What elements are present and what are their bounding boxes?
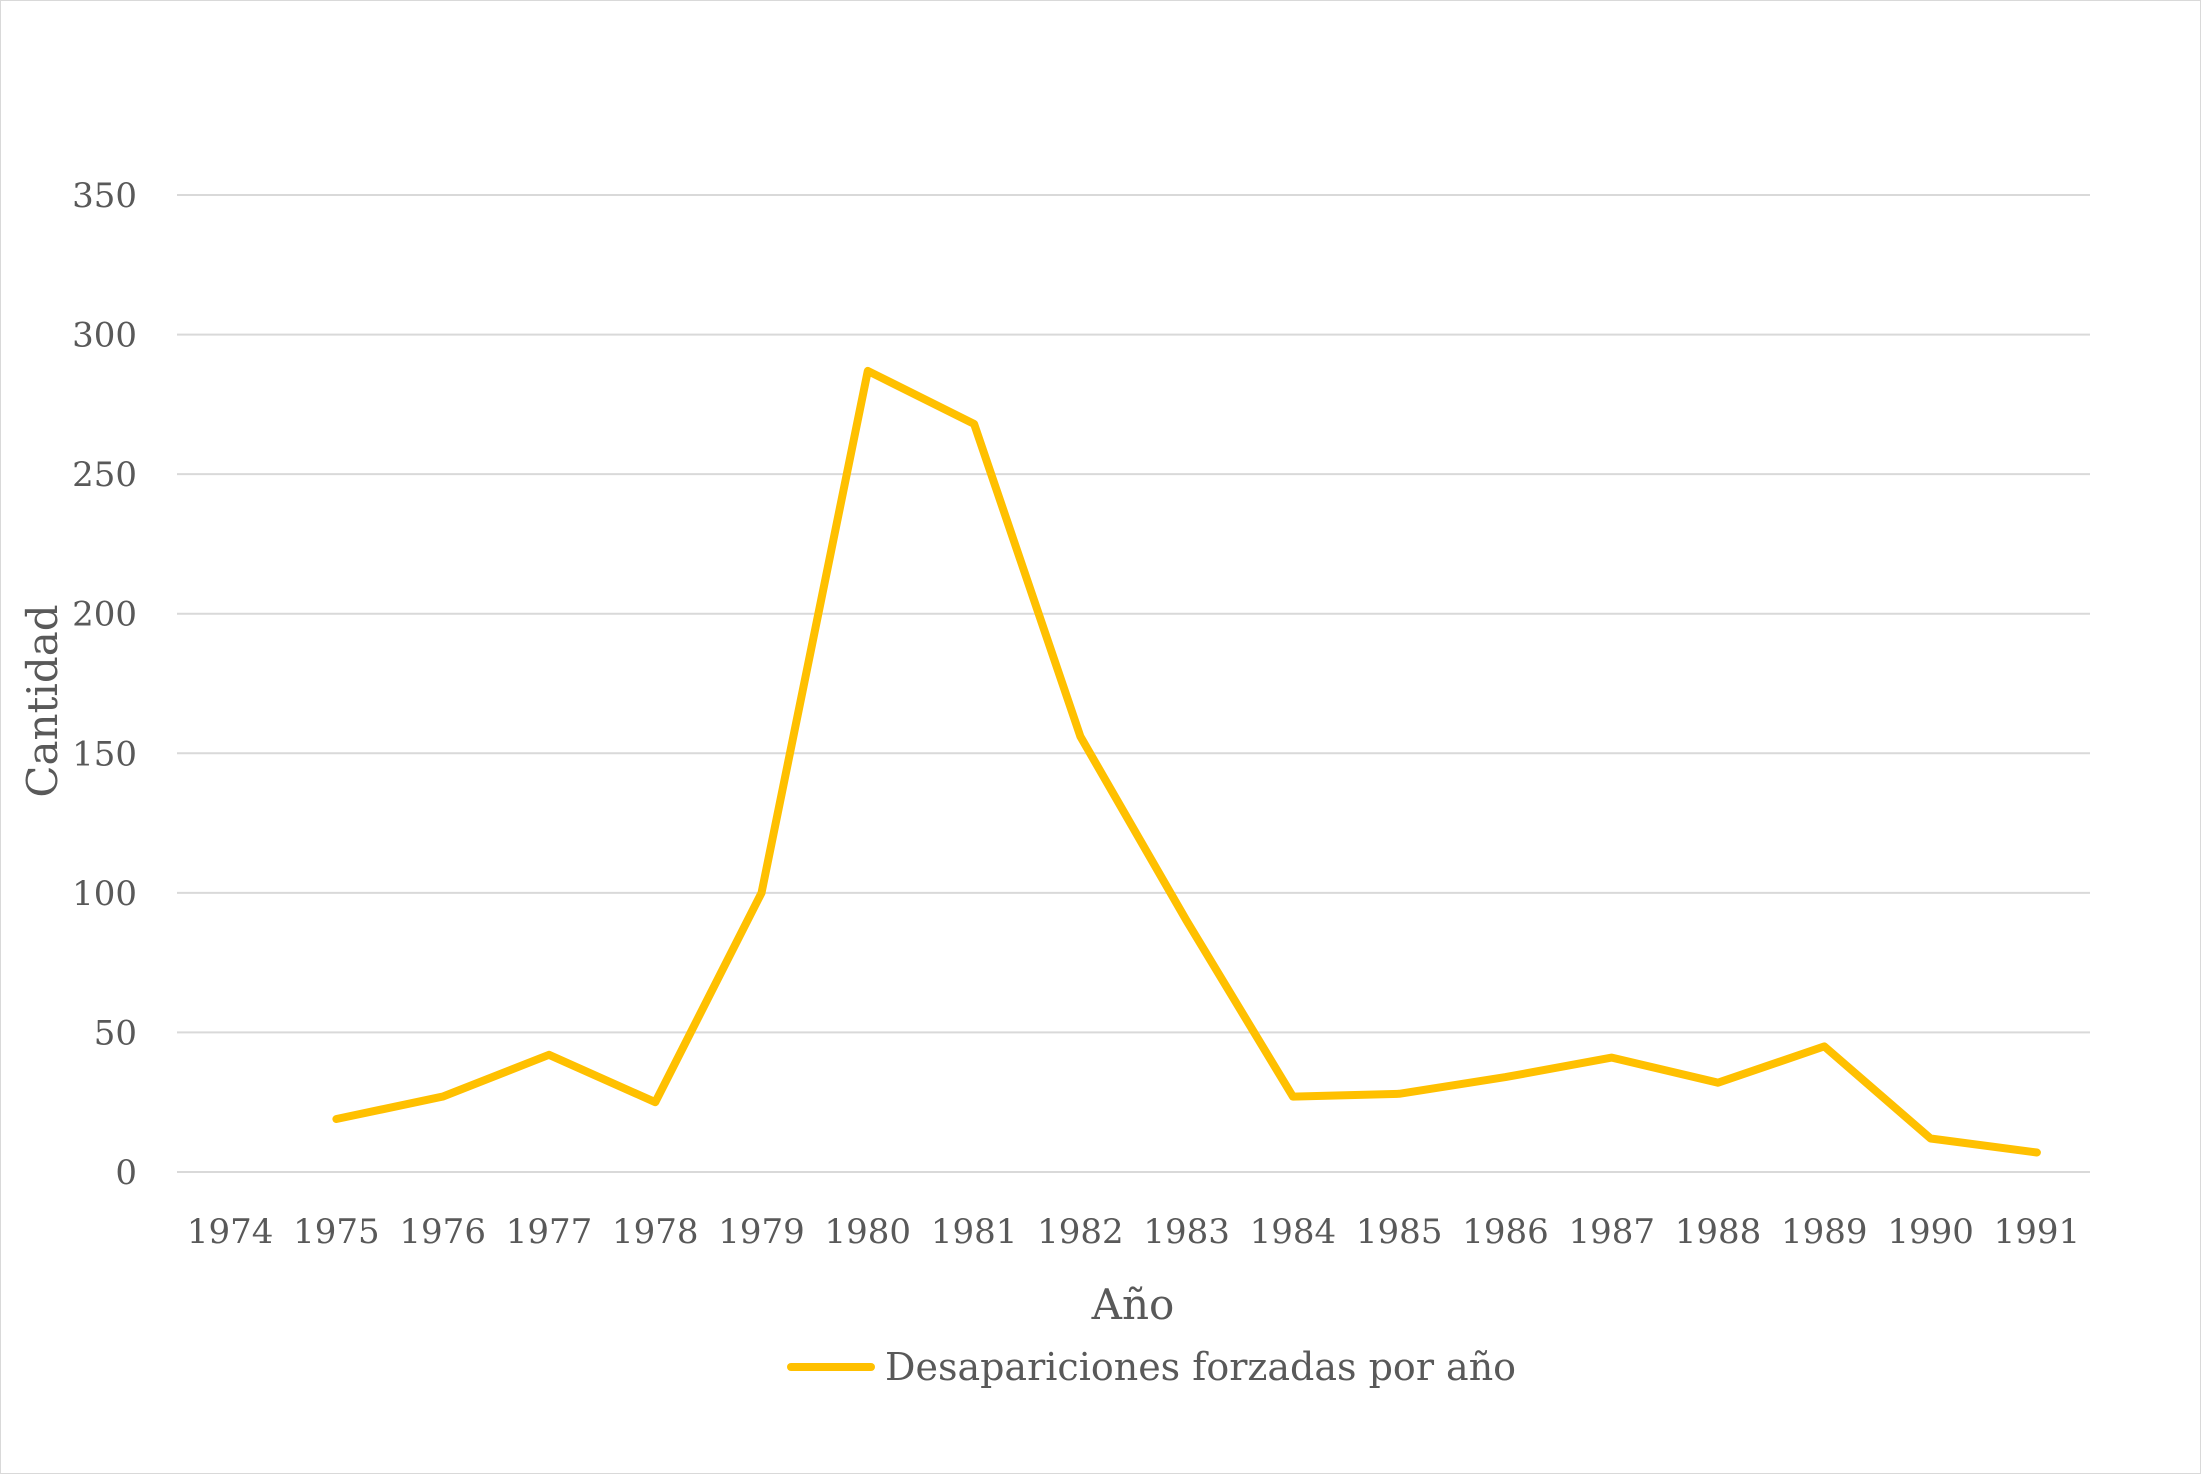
gridlines — [177, 194, 2090, 1173]
x-tick-label: 1977 — [506, 1212, 593, 1252]
y-tick-label: 250 — [72, 455, 137, 495]
x-tick-label: 1976 — [399, 1212, 486, 1252]
y-tick-label: 200 — [72, 595, 137, 635]
y-axis-ticks: 0 50 100 150 200 250 300 350 — [72, 176, 137, 1193]
x-tick-label: 1987 — [1568, 1212, 1655, 1252]
x-tick-label: 1985 — [1356, 1212, 1443, 1252]
series-polyline — [332, 366, 2041, 1157]
x-tick-label: 1988 — [1675, 1212, 1762, 1252]
y-tick-label: 0 — [115, 1153, 137, 1193]
x-tick-label: 1982 — [1037, 1212, 1124, 1252]
x-tick-label: 1979 — [718, 1212, 805, 1252]
x-tick-label: 1989 — [1781, 1212, 1868, 1252]
x-tick-label: 1975 — [293, 1212, 380, 1252]
y-tick-label: 350 — [72, 176, 137, 216]
x-tick-label: 1981 — [931, 1212, 1018, 1252]
x-tick-label: 1980 — [825, 1212, 912, 1252]
y-tick-label: 300 — [72, 316, 137, 356]
y-tick-label: 150 — [72, 734, 137, 774]
x-axis-title: Año — [1091, 1280, 1175, 1329]
x-tick-label: 1986 — [1462, 1212, 1549, 1252]
legend: Desapariciones forzadas por año — [787, 1345, 1516, 1389]
x-tick-label: 1974 — [187, 1212, 274, 1252]
series-line — [332, 366, 2041, 1157]
x-tick-label: 1984 — [1250, 1212, 1337, 1252]
x-tick-label: 1983 — [1143, 1212, 1230, 1252]
y-tick-label: 100 — [72, 874, 137, 914]
x-tick-label: 1990 — [1887, 1212, 1974, 1252]
y-axis-title: Cantidad — [18, 604, 67, 797]
x-tick-label: 1991 — [1994, 1212, 2081, 1252]
legend-label: Desapariciones forzadas por año — [885, 1345, 1516, 1389]
y-tick-label: 50 — [94, 1013, 137, 1053]
x-tick-label: 1978 — [612, 1212, 699, 1252]
x-axis-ticks: 1974 1975 1976 1977 1978 1979 1980 1981 1982 1983… — [187, 1212, 2080, 1252]
